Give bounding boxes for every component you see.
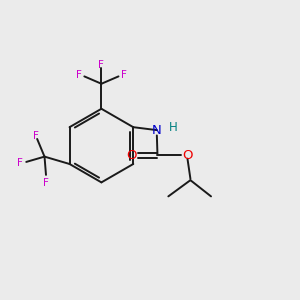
Text: F: F xyxy=(43,178,49,188)
Text: F: F xyxy=(76,70,81,80)
Text: H: H xyxy=(169,121,177,134)
Text: N: N xyxy=(152,124,162,136)
Text: F: F xyxy=(33,131,39,141)
Text: O: O xyxy=(182,149,193,162)
Text: F: F xyxy=(17,158,23,168)
Text: F: F xyxy=(122,70,127,80)
Text: O: O xyxy=(127,149,137,162)
Text: F: F xyxy=(98,60,104,70)
